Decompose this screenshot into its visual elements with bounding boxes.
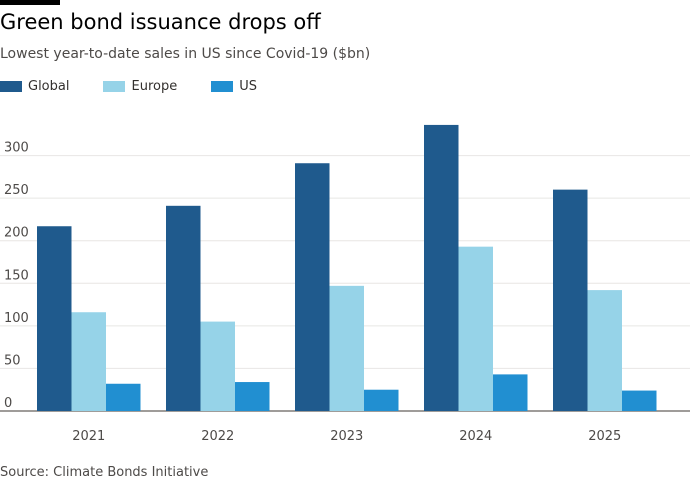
bar-global-2022: [166, 205, 201, 411]
y-tick-label-0: 0: [4, 396, 12, 411]
bar-europe-2023: [329, 285, 364, 411]
bar-us-2025: [622, 390, 657, 411]
bar-us-2021: [106, 383, 141, 411]
y-tick-label-200: 200: [4, 226, 29, 241]
y-axis-tick-labels: 0 50 100 150 200 250 300: [4, 141, 29, 411]
x-axis-tick-labels: 2021 2022 2023 2024 2025: [72, 429, 621, 444]
legend: Global Europe US: [0, 79, 291, 94]
bar-us-2023: [364, 389, 399, 411]
y-tick-label-100: 100: [4, 311, 29, 326]
bar-europe-2024: [458, 246, 493, 411]
chart-subtitle: Lowest year-to-date sales in US since Co…: [0, 46, 371, 62]
y-tick-label-150: 150: [4, 268, 29, 283]
x-tick-label-2023: 2023: [330, 429, 363, 444]
legend-swatch-global: [0, 81, 22, 92]
bar-global-2024: [424, 124, 459, 412]
bar-europe-2021: [71, 312, 106, 411]
y-tick-label-300: 300: [4, 141, 29, 156]
bar-europe-2022: [200, 321, 235, 411]
legend-label-europe: Europe: [131, 79, 178, 94]
chart-title: Green bond issuance drops off: [0, 10, 321, 34]
bar-global-2025: [553, 189, 588, 411]
y-tick-label-250: 250: [4, 183, 29, 198]
top-rule: [0, 0, 60, 5]
x-tick-label-2022: 2022: [201, 429, 234, 444]
bar-europe-2025: [587, 290, 622, 411]
x-tick-label-2024: 2024: [459, 429, 492, 444]
legend-label-us: US: [239, 79, 257, 94]
bar-global-2023: [295, 163, 330, 411]
x-tick-label-2025: 2025: [588, 429, 621, 444]
bar-us-2022: [235, 382, 270, 411]
bars: [37, 124, 657, 412]
bar-us-2024: [493, 374, 528, 411]
legend-swatch-europe: [103, 81, 126, 92]
source-note: Source: Climate Bonds Initiative: [0, 465, 209, 480]
legend-item-europe: Europe: [103, 79, 177, 94]
x-tick-label-2021: 2021: [72, 429, 105, 444]
legend-item-us: US: [211, 79, 257, 94]
y-tick-label-50: 50: [4, 353, 21, 368]
legend-label-global: Global: [28, 79, 70, 94]
legend-item-global: Global: [0, 79, 69, 94]
legend-swatch-us: [211, 81, 234, 92]
bar-global-2021: [37, 226, 72, 411]
